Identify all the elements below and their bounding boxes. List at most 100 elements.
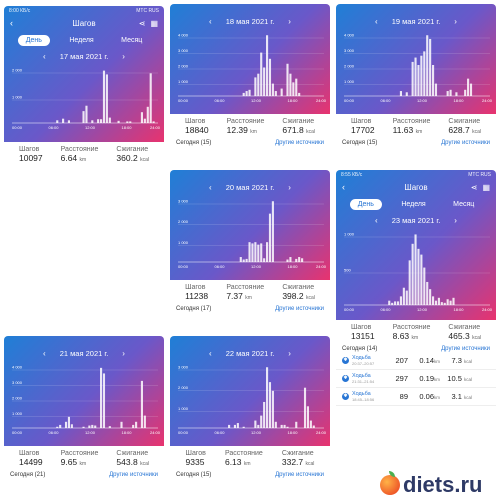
step-bar <box>108 426 111 428</box>
step-bar <box>434 300 438 305</box>
other-sources-link[interactable]: Другие источники <box>275 472 324 478</box>
step-bar <box>260 415 263 428</box>
diets-logo: diets.ru <box>380 470 500 500</box>
day-card: ‹ 18 мая 2021 г. › 4 000 3 000 2 000 1 000 00:0… <box>170 4 330 164</box>
prev-day-icon[interactable]: ‹ <box>375 16 378 26</box>
date-navigator: ‹ 22 мая 2021 г. › <box>170 346 330 360</box>
step-bar <box>426 281 429 305</box>
prev-day-icon[interactable]: ‹ <box>209 182 212 192</box>
next-day-icon[interactable]: › <box>454 215 457 225</box>
top-bar: ‹ Шагов ⋖ ▦ <box>336 179 496 195</box>
step-bar <box>464 89 467 96</box>
tab-day[interactable]: День <box>349 198 382 210</box>
burn-stat: Сжигание 671.8 kcal <box>282 118 315 135</box>
distance-stat-unit: km <box>243 461 251 467</box>
back-arrow-icon[interactable]: ‹ <box>10 18 13 28</box>
step-bar <box>146 106 149 123</box>
date-label: 22 мая 2021 г. <box>225 348 275 358</box>
other-sources-link[interactable]: Другие источники <box>441 346 490 352</box>
date-label: 18 мая 2021 г. <box>225 16 275 26</box>
step-bar <box>411 243 414 305</box>
distance-stat-unit: km <box>79 461 87 467</box>
step-bar <box>100 367 103 428</box>
gradient-header: 8:00 КБ/с МТС RUS ‹ Шагов ⋖ ▦ День Неделя Месяц ‹… <box>4 6 164 142</box>
prev-day-icon[interactable]: ‹ <box>43 348 46 358</box>
step-bar <box>455 92 458 96</box>
activity-steps: 89 <box>399 392 408 401</box>
back-arrow-icon[interactable]: ‹ <box>342 182 345 192</box>
activity-kcal: 7.3 kcal <box>440 356 472 365</box>
step-bar <box>432 65 435 96</box>
activity-row[interactable]: ✱ Ходьба 21:31–21:54 297 0.19km 10.5 kcal <box>336 370 496 388</box>
distance-stat: Расстояние 9.65 km <box>61 450 99 467</box>
today-row: Сегодня (15) Другие источники <box>336 135 496 146</box>
step-bar <box>274 91 277 96</box>
step-bar <box>289 257 292 262</box>
distance-stat-value: 6.64 km <box>61 153 99 163</box>
step-bar <box>228 424 231 428</box>
step-bar <box>271 390 274 428</box>
step-bar <box>102 70 106 123</box>
tab-month[interactable]: Месяц <box>453 200 475 208</box>
other-sources-link[interactable]: Другие источники <box>441 140 490 146</box>
tab-month[interactable]: Месяц <box>121 36 143 44</box>
activity-row[interactable]: ✱ Ходьба 20:37–20:57 207 0.14km 7.3 kcal <box>336 352 496 370</box>
gradient-header: 8:55 КБ/с МТС RUS ‹ Шагов ⋖ ▦ День Неделя Месяц ‹… <box>336 170 496 320</box>
prev-day-icon[interactable]: ‹ <box>375 215 378 225</box>
step-bar <box>248 89 251 96</box>
share-icon[interactable]: ⋖ <box>470 182 478 192</box>
next-day-icon[interactable]: › <box>288 182 291 192</box>
tab-day[interactable]: День <box>17 34 50 46</box>
step-bar <box>286 426 289 428</box>
next-day-icon[interactable]: › <box>122 51 125 61</box>
status-bar: 8:55 КБ/с МТС RUS <box>336 170 496 179</box>
activity-row[interactable]: ✱ Ходьба 18:45–18:56 89 0.06km 3.1 kcal <box>336 388 496 406</box>
distance-stat: Расстояние 6.64 km <box>61 146 99 163</box>
y-tick-label: 2 000 <box>12 396 23 401</box>
date-navigator: ‹ 17 мая 2021 г. › <box>4 49 164 63</box>
step-bar <box>82 111 85 123</box>
x-tick-label: 24:00 <box>316 264 327 269</box>
status-right: МТС RUS <box>136 8 159 14</box>
steps-stat-number: 10097 <box>18 153 43 163</box>
next-day-icon[interactable]: › <box>288 16 291 26</box>
other-sources-link[interactable]: Другие источники <box>275 140 324 146</box>
gradient-header: ‹ 21 мая 2021 г. › 4 000 3 000 2 000 1 000 00:0… <box>4 336 164 446</box>
tab-week[interactable]: Неделя <box>401 200 426 208</box>
day-card: ‹ 19 мая 2021 г. › 4 000 3 000 2 000 1 000 00:0… <box>336 4 496 164</box>
walk-icon: ✱ <box>342 393 349 400</box>
burn-stat-label: Сжигание <box>282 284 315 291</box>
calendar-icon[interactable]: ▦ <box>482 182 490 192</box>
step-bar <box>394 301 397 305</box>
next-day-icon[interactable]: › <box>454 16 457 26</box>
x-tick-label: 12:00 <box>417 307 428 312</box>
fruit-logo-icon <box>380 471 400 495</box>
tab-week[interactable]: Неделя <box>69 36 94 44</box>
next-day-icon[interactable]: › <box>288 348 291 358</box>
burn-stat-label: Сжигание <box>281 450 314 457</box>
status-bar: 8:00 КБ/с МТС RUS <box>4 6 164 15</box>
prev-day-icon[interactable]: ‹ <box>209 348 212 358</box>
step-bar <box>402 287 405 305</box>
calendar-icon[interactable]: ▦ <box>150 18 158 28</box>
y-tick-label: 3 000 <box>178 199 189 204</box>
activity-kcal-unit: kcal <box>463 377 472 382</box>
steps-stat-label: Шагов <box>350 118 372 125</box>
distance-stat-unit: km <box>411 335 419 341</box>
prev-day-icon[interactable]: ‹ <box>43 51 46 61</box>
top-actions: ⋖ ▦ <box>471 183 490 192</box>
other-sources-link[interactable]: Другие источники <box>275 306 324 312</box>
burn-stat-number: 360.2 <box>116 153 138 163</box>
other-sources-link[interactable]: Другие источники <box>109 472 158 478</box>
x-tick-label: 18:00 <box>122 430 133 435</box>
prev-day-icon[interactable]: ‹ <box>209 16 212 26</box>
next-day-icon[interactable]: › <box>122 348 125 358</box>
step-bar <box>443 302 446 305</box>
burn-stat-number: 671.8 <box>282 125 304 135</box>
x-tick-label: 06:00 <box>215 430 226 435</box>
activity-type: Ходьба <box>352 355 371 361</box>
step-bar <box>251 243 254 262</box>
distance-stat-value: 7.37 km <box>226 291 264 301</box>
share-icon[interactable]: ⋖ <box>138 18 146 28</box>
activity-kcal-unit: kcal <box>463 359 472 364</box>
